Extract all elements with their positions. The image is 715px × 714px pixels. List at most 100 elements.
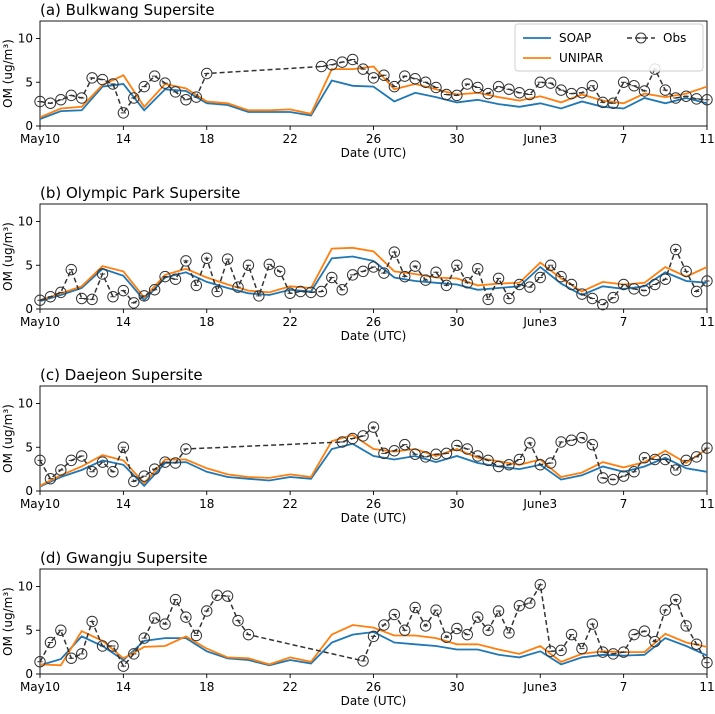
obs-marker xyxy=(107,640,119,652)
obs-marker xyxy=(315,285,328,298)
obs-marker xyxy=(565,434,578,446)
x-tick-label: June3 xyxy=(522,132,557,146)
panel-title: (c) Daejeon Supersite xyxy=(40,366,203,384)
obs-marker xyxy=(169,593,182,606)
obs-marker xyxy=(670,593,682,606)
obs-marker xyxy=(86,466,98,478)
obs-marker xyxy=(148,70,161,82)
obs-marker xyxy=(565,628,578,641)
obs-marker xyxy=(409,601,421,614)
obs-marker xyxy=(96,73,109,86)
plot-frame xyxy=(39,568,708,675)
obs-marker xyxy=(326,59,338,71)
obs-marker xyxy=(649,278,661,291)
obs-marker xyxy=(201,605,213,617)
obs-marker xyxy=(503,292,515,305)
obs-marker xyxy=(180,255,192,267)
obs-marker xyxy=(680,620,692,632)
obs-marker xyxy=(461,443,473,455)
x-axis-label: Date (UTC) xyxy=(341,694,407,708)
obs-marker xyxy=(617,470,630,482)
obs-marker xyxy=(117,107,130,119)
panel-4: (d) Gwangju Supersite 0 5 10 May10 14 18 22 26 30… xyxy=(1,549,715,708)
obs-marker xyxy=(680,454,692,467)
obs-marker xyxy=(440,279,453,292)
obs-marker xyxy=(482,454,494,467)
obs-marker xyxy=(617,76,630,88)
obs-marker xyxy=(128,92,140,104)
obs-marker xyxy=(159,77,171,89)
x-axis-label: Date (UTC) xyxy=(341,329,407,343)
obs-marker xyxy=(96,456,109,468)
obs-marker xyxy=(503,459,515,471)
x-tick-label: 22 xyxy=(282,132,297,146)
obs-marker xyxy=(107,291,119,303)
obs-marker xyxy=(628,628,640,641)
obs-marker xyxy=(701,275,713,287)
obs-marker xyxy=(346,432,359,445)
obs-marker xyxy=(659,604,672,616)
obs-marker xyxy=(138,290,150,302)
obs-marker xyxy=(482,624,494,636)
obs-marker xyxy=(701,656,713,669)
x-axis-label: Date (UTC) xyxy=(341,146,407,160)
x-tick-label: 7 xyxy=(620,497,628,511)
obs-marker xyxy=(128,475,140,488)
y-axis-label: OM (ug/m³) xyxy=(1,222,15,291)
obs-marker xyxy=(638,284,651,297)
obs-marker xyxy=(430,266,442,278)
obs-marker xyxy=(388,80,401,93)
obs-marker xyxy=(65,89,77,102)
obs-marker xyxy=(617,278,630,291)
y-tick-label: 5 xyxy=(25,623,33,637)
obs-marker xyxy=(180,443,192,455)
obs-marker xyxy=(263,258,275,271)
obs-marker xyxy=(138,80,150,93)
x-tick-label: 30 xyxy=(449,497,464,511)
obs-marker xyxy=(690,451,703,463)
obs-marker xyxy=(482,293,494,306)
legend-label-obs: Obs xyxy=(663,31,686,45)
series-line-unipar xyxy=(40,434,707,487)
x-tick-label: June3 xyxy=(522,497,557,511)
obs-marker xyxy=(430,81,442,94)
x-tick-label: 30 xyxy=(449,680,464,694)
obs-marker xyxy=(378,447,390,460)
obs-marker xyxy=(367,261,380,273)
obs-marker xyxy=(346,269,359,281)
x-tick-label: May10 xyxy=(20,497,60,511)
x-tick-label: 14 xyxy=(116,680,131,694)
obs-marker xyxy=(44,636,57,649)
obs-marker xyxy=(524,597,536,609)
obs-marker xyxy=(680,265,692,278)
obs-marker xyxy=(211,285,223,298)
obs-marker xyxy=(169,273,182,285)
obs-marker xyxy=(451,439,463,452)
obs-marker xyxy=(544,259,557,271)
obs-marker xyxy=(524,88,536,101)
obs-marker xyxy=(336,284,348,296)
obs-marker xyxy=(482,87,494,100)
obs-marker xyxy=(180,611,192,623)
y-tick-label: 10 xyxy=(18,397,33,411)
panel-title: (a) Bulkwang Supersite xyxy=(40,1,215,19)
obs-marker xyxy=(503,627,515,639)
obs-marker xyxy=(586,80,599,92)
obs-marker xyxy=(75,92,88,104)
obs-marker xyxy=(659,453,672,466)
x-tick-label: June3 xyxy=(522,680,557,694)
x-tick-label: 11 xyxy=(699,315,714,329)
obs-marker xyxy=(107,466,119,478)
obs-marker xyxy=(409,260,421,272)
y-tick-label: 10 xyxy=(18,580,33,594)
obs-marker xyxy=(44,473,57,485)
panel-title: (b) Olympic Park Supersite xyxy=(40,184,240,202)
obs-marker xyxy=(221,253,234,265)
legend-label-unipar: UNIPAR xyxy=(559,51,603,65)
obs-marker xyxy=(34,294,46,306)
obs-marker xyxy=(201,252,213,264)
obs-marker xyxy=(451,89,463,102)
obs-marker xyxy=(75,450,88,462)
obs-marker xyxy=(148,612,161,624)
